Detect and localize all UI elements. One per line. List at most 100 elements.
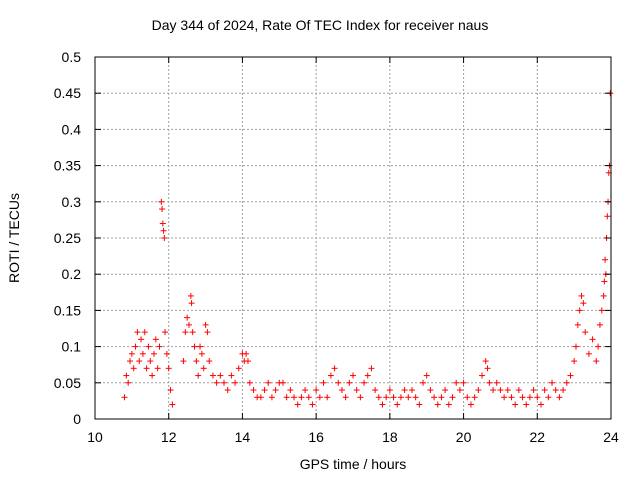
data-point	[375, 394, 382, 401]
data-point	[368, 365, 375, 372]
data-point	[379, 401, 386, 408]
data-point	[604, 213, 611, 220]
data-point	[279, 379, 286, 386]
data-point	[163, 350, 170, 357]
data-point	[189, 329, 196, 336]
data-point	[246, 379, 253, 386]
data-point	[125, 379, 132, 386]
data-point	[541, 387, 548, 394]
data-point	[154, 365, 161, 372]
data-point	[501, 394, 508, 401]
grid-lines	[95, 57, 611, 419]
data-point	[342, 394, 349, 401]
data-points	[121, 90, 614, 408]
data-point	[593, 358, 600, 365]
x-tick-label: 18	[382, 429, 398, 445]
data-point	[530, 387, 537, 394]
data-point	[467, 401, 474, 408]
x-tick-label: 14	[235, 429, 251, 445]
data-point	[534, 394, 541, 401]
data-point	[545, 394, 552, 401]
data-point	[405, 394, 412, 401]
y-tick-label: 0.5	[62, 49, 82, 65]
data-point	[574, 321, 581, 328]
data-point	[188, 300, 195, 307]
data-point	[475, 387, 482, 394]
data-point	[217, 372, 224, 379]
data-point	[257, 394, 264, 401]
data-point	[302, 387, 309, 394]
data-point	[261, 387, 268, 394]
y-tick-label: 0.45	[54, 85, 81, 101]
data-point	[158, 198, 165, 205]
data-point	[456, 387, 463, 394]
data-point	[291, 394, 298, 401]
data-point	[159, 206, 166, 213]
data-point	[150, 350, 157, 357]
data-point	[526, 394, 533, 401]
data-point	[191, 343, 198, 350]
data-point	[202, 321, 209, 328]
data-point	[195, 372, 202, 379]
data-point	[486, 379, 493, 386]
data-point	[162, 329, 169, 336]
data-point	[408, 387, 415, 394]
data-point	[160, 227, 167, 234]
data-point	[298, 394, 305, 401]
data-point	[353, 387, 360, 394]
data-point	[265, 379, 272, 386]
data-point	[305, 394, 312, 401]
data-point	[346, 379, 353, 386]
data-point	[512, 401, 519, 408]
data-point	[416, 401, 423, 408]
data-point	[165, 365, 172, 372]
y-tick-label: 0.15	[54, 302, 81, 318]
data-point	[372, 387, 379, 394]
data-point	[595, 343, 602, 350]
data-point	[235, 365, 242, 372]
data-point	[560, 387, 567, 394]
data-point	[434, 401, 441, 408]
data-point	[361, 379, 368, 386]
data-point	[130, 365, 137, 372]
data-point	[143, 365, 150, 372]
x-tick-label: 24	[603, 429, 619, 445]
data-point	[442, 387, 449, 394]
data-point	[401, 387, 408, 394]
data-point	[427, 387, 434, 394]
data-point	[357, 394, 364, 401]
data-point	[316, 394, 323, 401]
x-tick-label: 22	[529, 429, 545, 445]
x-axis-label: GPS time / hours	[299, 456, 407, 472]
data-point	[152, 336, 159, 343]
data-point	[228, 372, 235, 379]
data-point	[386, 387, 393, 394]
data-point	[523, 401, 530, 408]
data-point	[364, 372, 371, 379]
data-point	[600, 292, 607, 299]
data-point	[156, 343, 163, 350]
data-point	[601, 278, 608, 285]
data-point	[268, 394, 275, 401]
data-point	[138, 336, 145, 343]
data-point	[141, 329, 148, 336]
data-point	[145, 343, 152, 350]
data-point	[159, 220, 166, 227]
data-point	[350, 372, 356, 379]
data-point	[327, 372, 334, 379]
y-tick-label: 0.35	[54, 158, 81, 174]
data-point	[412, 394, 419, 401]
data-point	[132, 343, 139, 350]
data-point	[338, 387, 345, 394]
y-tick-label: 0	[73, 411, 81, 427]
y-tick-label: 0.2	[62, 266, 82, 282]
data-point	[313, 387, 320, 394]
data-point	[445, 401, 452, 408]
data-point	[128, 350, 135, 357]
data-point	[198, 350, 205, 357]
data-point	[589, 336, 596, 343]
data-point	[139, 350, 146, 357]
data-point	[504, 387, 511, 394]
y-tick-label: 0.1	[62, 339, 82, 355]
data-point	[147, 358, 154, 365]
